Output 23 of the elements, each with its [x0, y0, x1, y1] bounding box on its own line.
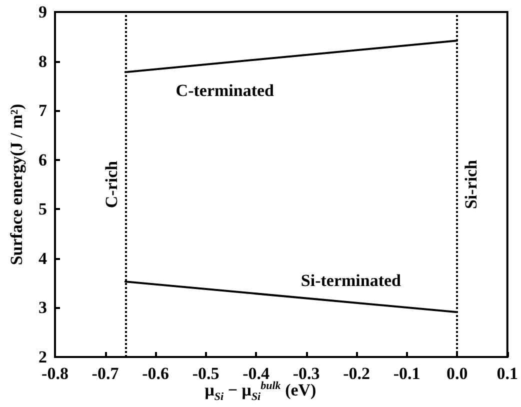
- series-label: C-terminated: [176, 81, 275, 100]
- x-tick-label: -0.5: [192, 364, 220, 383]
- x-tick-label: -0.1: [393, 364, 420, 383]
- y-tick-label: 4: [38, 248, 48, 268]
- ref-line-label: C-rich: [102, 160, 121, 208]
- y-tick-label: 7: [38, 101, 48, 120]
- y-tick-label: 3: [38, 298, 47, 318]
- x-tick-label: -0.7: [92, 364, 120, 383]
- y-tick-label: 5: [38, 200, 47, 219]
- x-tick-label: -0.6: [142, 364, 169, 383]
- y-axis-title: Surface energy(J / m²): [7, 104, 26, 266]
- ref-line-label: Si-rich: [462, 159, 481, 210]
- x-tick-label: -0.8: [42, 364, 68, 383]
- x-tick-label: 0.0: [446, 364, 468, 383]
- y-tick-label: 2: [38, 348, 47, 366]
- x-tick-label: -0.2: [343, 364, 370, 383]
- y-tick-label: 9: [38, 2, 47, 22]
- y-tick-label: 8: [38, 52, 47, 71]
- y-tick-label: 6: [38, 150, 47, 170]
- x-tick-label: 0.1: [496, 364, 518, 383]
- x-axis-title: μ$_{Si}$ − μ$_{Si}$$^{bulk}$ (eV): [204, 380, 316, 404]
- x-tick-label: -0.3: [292, 364, 320, 383]
- series-label: Si-terminated: [300, 270, 402, 290]
